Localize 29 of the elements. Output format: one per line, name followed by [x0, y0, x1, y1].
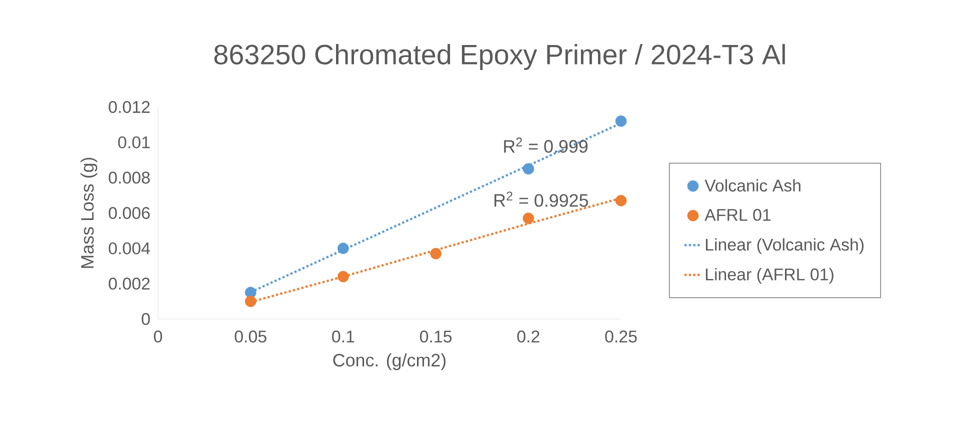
y-tick-label: 0.004	[108, 242, 150, 254]
point	[522, 163, 534, 175]
point	[338, 242, 349, 254]
y-tick-label: 0	[142, 313, 150, 325]
y-tick-label: 0.012	[108, 101, 150, 113]
legend-label: Linear (AFRL 01)	[706, 268, 834, 284]
legend-label: Volcanic Ash	[704, 179, 800, 192]
x-tick-label: 0	[154, 330, 162, 343]
point	[522, 212, 534, 224]
annotation: R$^{2}$ = 0.9925	[494, 192, 588, 207]
x-tick-label: 0.15	[420, 330, 452, 343]
legend-label: AFRL 01	[704, 208, 771, 221]
x-tick-label: 0.05	[234, 330, 266, 343]
point	[338, 270, 349, 282]
y-tick-label: 0.008	[108, 172, 150, 184]
y-tick-label: 0.006	[108, 207, 150, 219]
legend-label: Linear (Volcanic Ash)	[706, 238, 864, 254]
point	[430, 248, 442, 260]
x-tick-label: 0.2	[517, 330, 540, 343]
y-tick-label: 0.002	[108, 278, 150, 290]
x-axis-title: Conc. (g/cm2)	[333, 353, 446, 370]
point	[244, 296, 256, 308]
x-tick-label: 0.1	[332, 330, 354, 343]
x-tick-label: 0.25	[605, 330, 637, 343]
chart-title: 863250 Chromated Epoxy Primer / 2024-T3 Al	[214, 44, 785, 70]
y-axis-title: Mass Loss (g)	[80, 158, 98, 268]
point	[615, 194, 627, 206]
y-tick-label: 0.01	[118, 136, 150, 148]
point	[615, 115, 627, 127]
